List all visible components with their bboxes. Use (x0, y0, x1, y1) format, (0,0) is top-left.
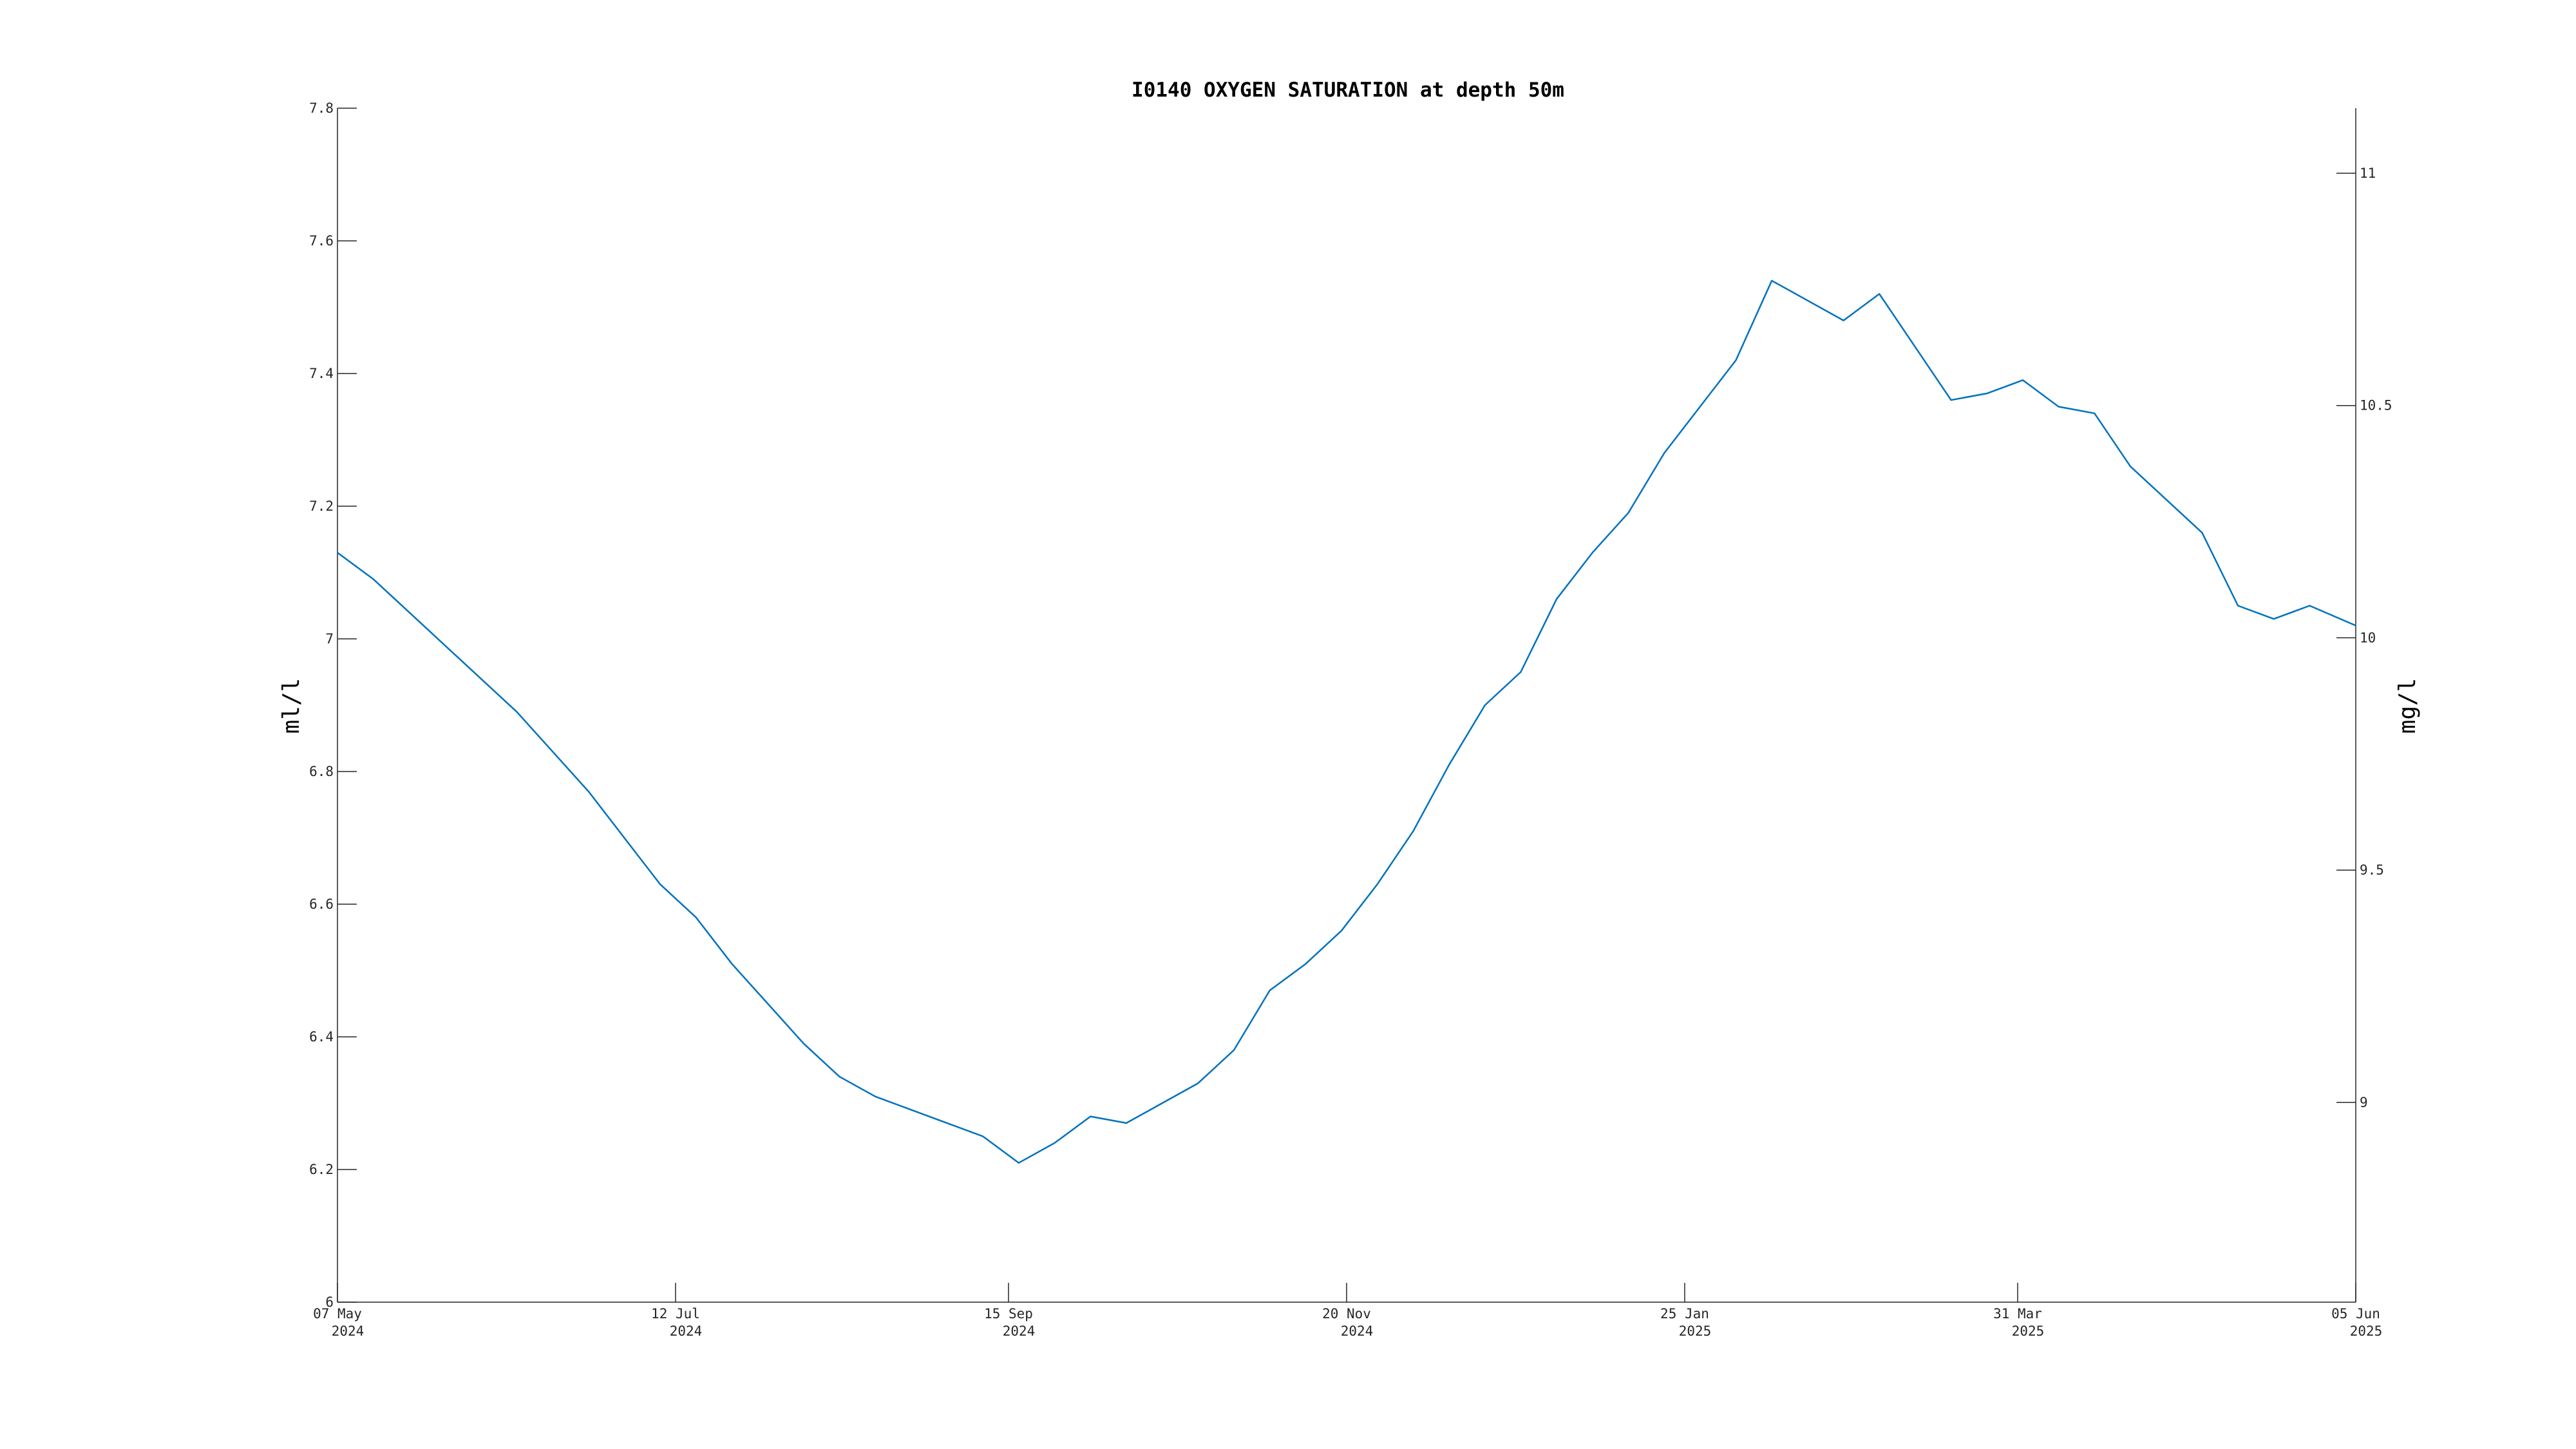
axes: 6 6.2 6.4 6.6 6.8 7 7.2 7.4 7.6 7.8 9 9.5 10 10.5 11 07… (309, 100, 2392, 1339)
y-tick-label-right: 9 (2360, 1095, 2368, 1110)
y-tick-label-right: 9.5 (2360, 862, 2384, 878)
x-tick-label-day: 05 Jun (2331, 1306, 2380, 1321)
x-tick-label-year: 2024 (332, 1323, 365, 1339)
y-tick-label-left: 6.8 (309, 764, 334, 779)
x-tick-label-year: 2025 (1679, 1323, 1712, 1339)
y-tick-label-left: 6.6 (309, 896, 334, 912)
x-tick-label-year: 2024 (1003, 1323, 1036, 1339)
series-line-0 (337, 279, 2356, 1164)
y-tick-label-left: 6.2 (309, 1162, 334, 1177)
y-tick-label-left: 7.6 (309, 233, 334, 249)
x-tick-label-day: 12 Jul (651, 1306, 700, 1321)
x-tick-label-year: 2024 (1341, 1323, 1374, 1339)
y-tick-label-left: 6.4 (309, 1029, 334, 1045)
y-axis-label-right: mg/l (2394, 678, 2421, 734)
x-tick-label-day: 07 May (313, 1306, 362, 1321)
y-tick-label-left: 7.4 (309, 366, 334, 381)
y-tick-label-right: 10.5 (2360, 398, 2392, 413)
series (337, 279, 2356, 1164)
y-tick-label-left: 7.2 (309, 498, 334, 514)
x-tick-label-day: 25 Jan (1660, 1306, 1709, 1321)
y-axis-label-left: ml/l (278, 678, 305, 734)
x-tick-label-year: 2024 (670, 1323, 703, 1339)
x-tick-label-day: 15 Sep (984, 1306, 1033, 1321)
y-tick-label-left: 6 (325, 1294, 334, 1310)
y-tick-label-left: 7.8 (309, 100, 334, 116)
x-tick-label-day: 31 Mar (1993, 1306, 2042, 1321)
x-tick-label-year: 2025 (2012, 1323, 2045, 1339)
x-tick-label-year: 2025 (2350, 1323, 2383, 1339)
y-tick-label-left: 7 (325, 631, 334, 647)
chart-title: I0140 OXYGEN SATURATION at depth 50m (1132, 79, 1564, 102)
y-tick-label-right: 11 (2360, 166, 2376, 181)
y-tick-label-right: 10 (2360, 630, 2376, 645)
x-tick-label-day: 20 Nov (1322, 1306, 1371, 1321)
